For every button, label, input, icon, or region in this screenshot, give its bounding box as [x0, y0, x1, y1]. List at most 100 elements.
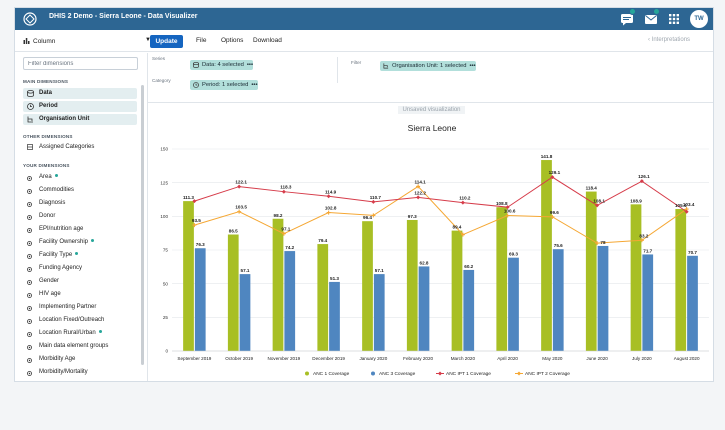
data-label-anc-ipt2: 83.2: [639, 233, 648, 238]
marker-anc-ipt1: [281, 189, 286, 194]
data-label-anc-ipt2: 100.6: [504, 209, 516, 214]
dimension-icon: [27, 227, 32, 233]
bar-anc1-coverage: [317, 244, 329, 351]
bar-anc3-coverage: [642, 254, 654, 351]
dimension-item[interactable]: Location Rural/Urban: [23, 328, 138, 339]
dimension-item-label: Morbidity/Mortality: [39, 369, 88, 375]
mail-icon[interactable]: [644, 12, 658, 26]
data-label-anc1: 89.4: [453, 225, 462, 230]
x-tick-label: September 2019: [177, 356, 211, 361]
app-window: DHIS 2 Demo - Sierra Leone - Data Visual…: [14, 7, 714, 382]
options-menu[interactable]: Options: [221, 37, 244, 44]
dimension-item-label: Facility Type: [39, 252, 73, 258]
dimension-org-unit-label: Organisation Unit: [39, 116, 90, 122]
data-label-anc-ipt2: 103.5: [235, 205, 247, 210]
dimension-item[interactable]: Main data element groups: [23, 341, 138, 352]
clock-icon: [27, 103, 34, 110]
filter-chip-label: Organisation Unit: 1 selected: [392, 63, 467, 69]
marker-anc-ipt2: [460, 232, 465, 237]
download-menu[interactable]: Download: [253, 37, 282, 44]
filter-axis-label: Filter: [351, 60, 362, 65]
dimension-item[interactable]: HIV age: [23, 289, 138, 300]
dimension-item-label: Location Fixed/Outreach: [39, 317, 105, 323]
dimension-item[interactable]: Implementing Partner: [23, 302, 138, 313]
dimension-item[interactable]: Diagnosis: [23, 198, 138, 209]
dimension-item-label: Facility Ownership: [39, 239, 89, 245]
your-dimensions-heading: YOUR DIMENSIONS: [23, 163, 70, 168]
unsaved-visualization-label: Unsaved visualization: [148, 104, 713, 116]
dhis2-logo-icon[interactable]: [23, 12, 37, 26]
visualization-type-select[interactable]: Column ▼: [23, 37, 151, 45]
y-tick-label: 25: [163, 315, 169, 320]
dimension-item[interactable]: Facility Ownership: [23, 237, 138, 248]
user-avatar[interactable]: TW: [690, 10, 708, 28]
bar-anc3-coverage: [373, 274, 385, 351]
selected-items-dot: [98, 330, 102, 333]
line-anc-ipt1-coverage: [194, 176, 687, 213]
bar-anc3-coverage: [284, 251, 296, 351]
dimension-item-label: Commodities: [39, 187, 75, 193]
org-unit-icon: [383, 63, 389, 69]
dimension-item[interactable]: Gender: [23, 276, 138, 287]
sidebar-scrollbar[interactable]: [141, 85, 144, 365]
x-tick-label: April 2020: [497, 356, 518, 361]
dimension-item[interactable]: Funding Agency: [23, 263, 138, 274]
filter-dimensions-input[interactable]: [23, 57, 138, 70]
dimension-icon: [27, 279, 32, 285]
file-menu[interactable]: File: [196, 37, 207, 44]
apps-grid-icon[interactable]: [667, 12, 681, 26]
dimension-item-label: Morbidity Age: [39, 356, 76, 362]
interpretations-icon: ‹: [648, 37, 652, 43]
bar-anc3-coverage: [552, 249, 564, 351]
interpretations-label: Interpretations: [651, 37, 691, 43]
bar-anc3-coverage: [463, 269, 475, 351]
dimension-item[interactable]: Facility Type: [23, 250, 138, 261]
app-title: DHIS 2 Demo - Sierra Leone - Data Visual…: [49, 13, 198, 20]
series-chip-more-icon[interactable]: •••: [246, 62, 253, 68]
data-label-anc-ipt2: 93.5: [192, 218, 201, 223]
category-chip-more-icon[interactable]: •••: [251, 82, 258, 88]
update-button[interactable]: Update: [150, 35, 183, 48]
dimension-item[interactable]: Donor: [23, 211, 138, 222]
category-period-chip[interactable]: Period: 1 selected •••: [190, 80, 258, 90]
filter-org-unit-chip[interactable]: Organisation Unit: 1 selected •••: [380, 61, 476, 71]
dimension-period-label: Period: [39, 103, 58, 109]
y-tick-label: 0: [165, 349, 168, 354]
data-label-anc1: 96.4: [363, 215, 372, 220]
dimension-item-label: Donor: [39, 213, 56, 219]
dimension-period[interactable]: Period: [23, 101, 137, 112]
bar-anc1-coverage: [585, 191, 597, 351]
dimension-assigned-categories[interactable]: Assigned Categories: [23, 142, 138, 153]
data-label-anc3: 57.1: [375, 268, 384, 273]
marker-anc-ipt1: [326, 194, 331, 199]
dimension-item[interactable]: Morbidity/Mortality: [23, 367, 138, 378]
data-label-anc-ipt1: 122.2: [414, 190, 426, 195]
dimension-org-unit[interactable]: Organisation Unit: [23, 114, 137, 125]
dimension-item[interactable]: Location Fixed/Outreach: [23, 315, 138, 326]
org-unit-icon: [27, 116, 33, 123]
legend-marker: [517, 371, 521, 376]
data-label-anc3: 76.3: [196, 242, 205, 247]
dimension-item[interactable]: EPI/nutrition age: [23, 224, 138, 235]
interpretations-toggle[interactable]: ‹ Interpretations: [648, 37, 690, 43]
dimension-item-label: Area: [39, 174, 52, 180]
marker-anc-ipt1: [371, 199, 376, 204]
data-label-anc-ipt1: 110.2: [459, 196, 471, 201]
dimension-item[interactable]: Commodities: [23, 185, 138, 196]
legend-label: ANC 3 Coverage: [379, 371, 416, 377]
marker-anc-ipt2: [595, 241, 600, 246]
filter-chip-more-icon[interactable]: •••: [469, 63, 476, 69]
dimension-data[interactable]: Data: [23, 88, 137, 99]
data-label-anc-ipt2: 103.4: [683, 202, 695, 207]
messages-icon[interactable]: [620, 12, 634, 26]
series-data-chip[interactable]: Data: 4 selected •••: [190, 60, 253, 70]
dimension-icon: [27, 292, 32, 298]
dimension-item[interactable]: Area: [23, 172, 138, 183]
dimension-item[interactable]: Morbidity Age: [23, 354, 138, 365]
clock-icon: [193, 82, 199, 88]
dimension-icon: [27, 305, 32, 311]
data-label-anc-ipt2: 102.8: [325, 206, 337, 211]
dimension-icon: [27, 266, 32, 272]
dimension-icon: [27, 214, 32, 220]
x-tick-label: October 2019: [225, 356, 253, 361]
